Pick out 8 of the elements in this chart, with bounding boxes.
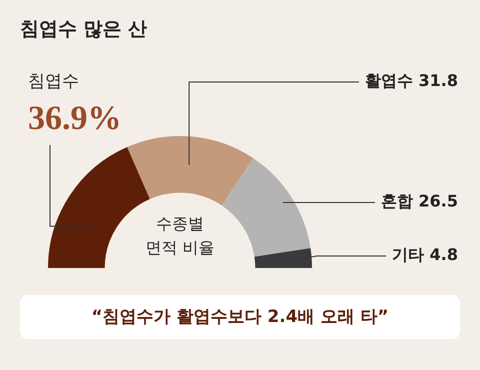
text: “침엽수가 활엽수보다 2.4배 오래 타” [20, 295, 460, 339]
slice-label: 활엽수 31.8 [364, 71, 458, 90]
chart-title: 침엽수 많은 산 [20, 17, 148, 42]
data-label: 36.9% [28, 100, 122, 137]
slice-label: 혼합 26.5 [380, 192, 458, 211]
slice-label: 침엽수 [28, 71, 79, 92]
slice-label: 기타 4.8 [392, 245, 458, 264]
text: 수종별 면적 비율 [144, 213, 216, 259]
